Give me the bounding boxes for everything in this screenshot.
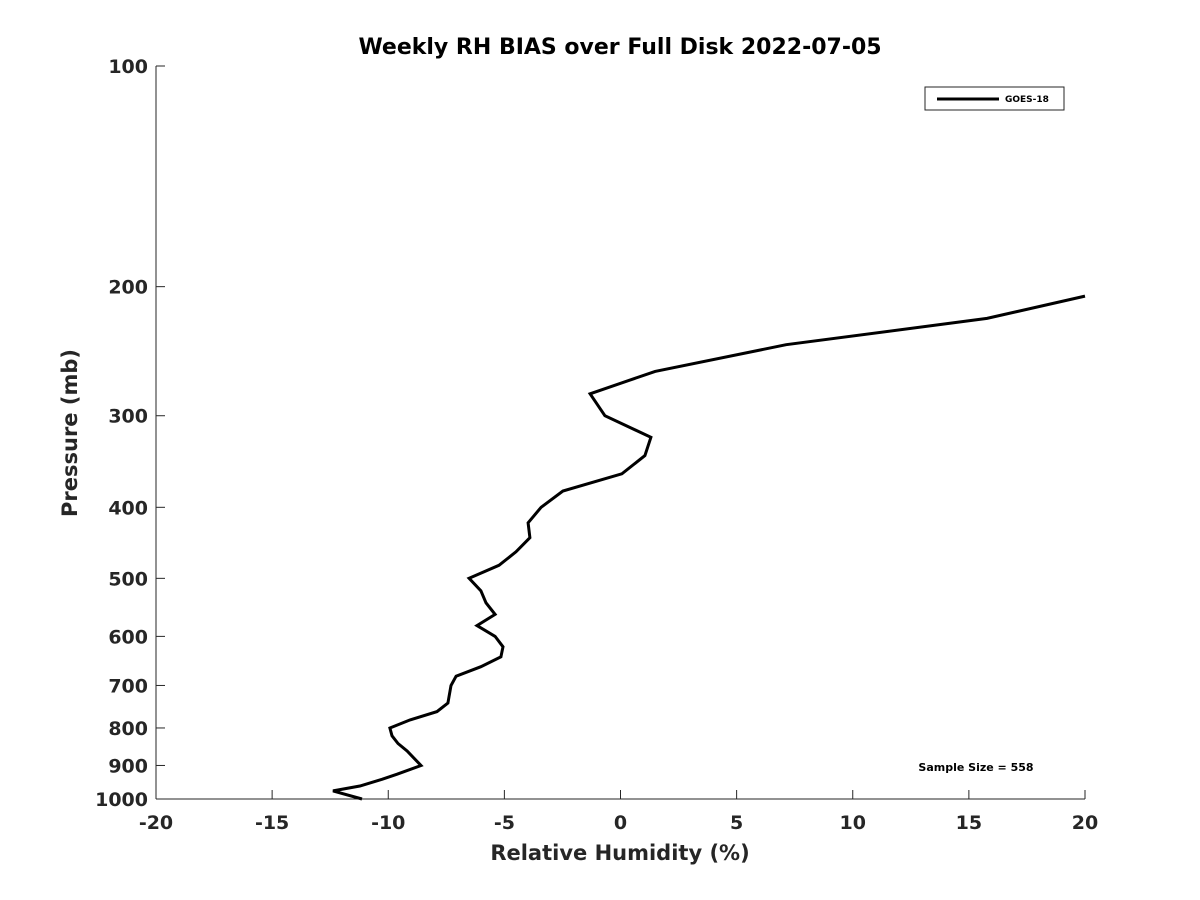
- legend: GOES-18: [924, 86, 1065, 111]
- x-tick-label: 15: [956, 812, 982, 834]
- y-tick-label: 400: [108, 497, 148, 519]
- y-tick-label: 600: [108, 626, 148, 648]
- y-tick-label: 900: [108, 755, 148, 777]
- sample-size-annotation: Sample Size = 558: [918, 761, 1033, 774]
- y-tick-label: 100: [108, 56, 148, 78]
- x-tick-label: -5: [494, 812, 515, 834]
- legend-entry: GOES-18: [1005, 95, 1049, 105]
- x-tick-label: -10: [371, 812, 405, 834]
- axes: -20 -15 -10 -5 0 5 10 15 20 100 200 300 400 500 600 700…: [95, 56, 1098, 834]
- x-tick-label: -15: [255, 812, 289, 834]
- x-axis-label: Relative Humidity (%): [490, 841, 749, 865]
- x-tick-label: 20: [1072, 812, 1098, 834]
- y-tick-label: 500: [108, 568, 148, 590]
- series-line-goes-18: [332, 294, 1086, 801]
- y-tick-label: 800: [108, 718, 148, 740]
- y-tick-label: 300: [108, 406, 148, 428]
- plot-area: [332, 294, 1086, 801]
- x-tick-label: -20: [139, 812, 173, 834]
- y-axis-label: Pressure (mb): [58, 349, 82, 517]
- x-tick-label: 5: [730, 812, 743, 834]
- chart-title: Weekly RH BIAS over Full Disk 2022-07-05: [358, 35, 881, 60]
- x-tick-label: 0: [614, 812, 627, 834]
- x-tick-label: 10: [840, 812, 866, 834]
- y-tick-label: 200: [108, 277, 148, 299]
- y-tick-label: 700: [108, 675, 148, 697]
- y-tick-label: 1000: [95, 789, 148, 811]
